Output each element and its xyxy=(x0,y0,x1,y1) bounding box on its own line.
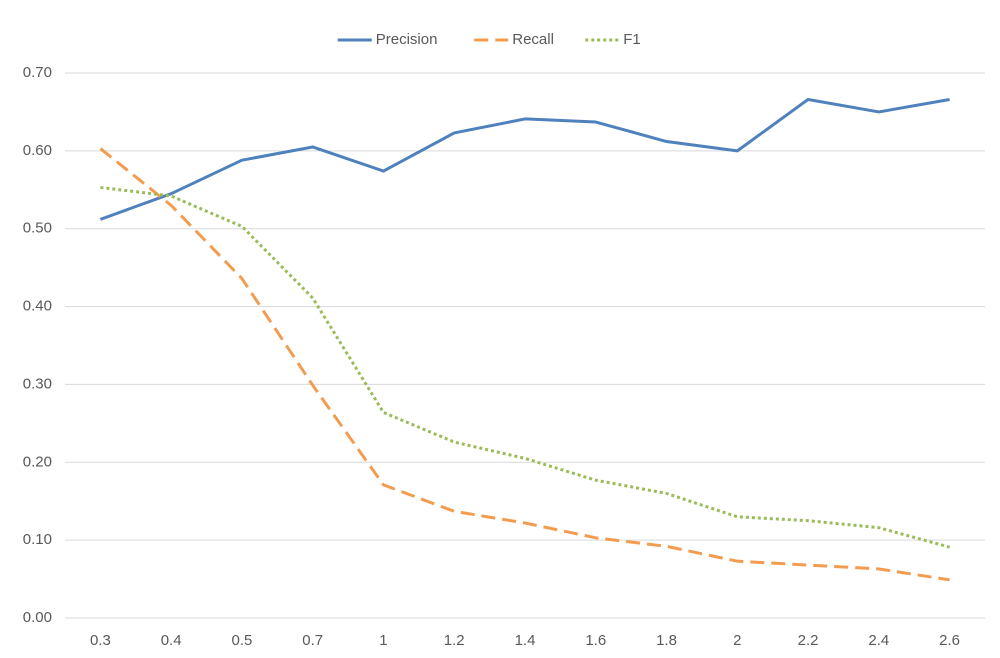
x-tick-label: 0.4 xyxy=(161,632,182,649)
line-series xyxy=(100,185,951,549)
x-tick-label: 0.7 xyxy=(302,632,323,649)
x-tick-label: 1.8 xyxy=(656,632,677,649)
line-series xyxy=(99,97,950,221)
y-tick-label: 0.70 xyxy=(23,64,52,81)
y-tick-label: 0.60 xyxy=(23,142,52,159)
x-tick-label: 1 xyxy=(379,632,387,649)
x-tick-label: 1.4 xyxy=(515,632,536,649)
x-tick-label: 2.6 xyxy=(939,632,960,649)
x-tick-label: 0.3 xyxy=(90,632,111,649)
y-tick-label: 0.20 xyxy=(23,453,52,470)
legend-label: Precision xyxy=(376,31,438,48)
x-tick-label: 1.2 xyxy=(444,632,465,649)
x-tick-label: 0.5 xyxy=(231,632,252,649)
y-tick-label: 0.30 xyxy=(23,375,52,392)
x-tick-label: 2.4 xyxy=(868,632,889,649)
x-tick-label: 2.2 xyxy=(798,632,819,649)
x-tick-label: 2 xyxy=(733,632,741,649)
legend-label: Recall xyxy=(512,31,554,48)
x-tick-label: 1.6 xyxy=(585,632,606,649)
y-tick-label: 0.40 xyxy=(23,298,52,315)
y-tick-label: 0.10 xyxy=(23,531,52,548)
y-tick-label: 0.00 xyxy=(23,609,52,626)
y-tick-label: 0.50 xyxy=(23,220,52,237)
line-series xyxy=(99,147,950,582)
legend-label: F1 xyxy=(623,31,641,48)
